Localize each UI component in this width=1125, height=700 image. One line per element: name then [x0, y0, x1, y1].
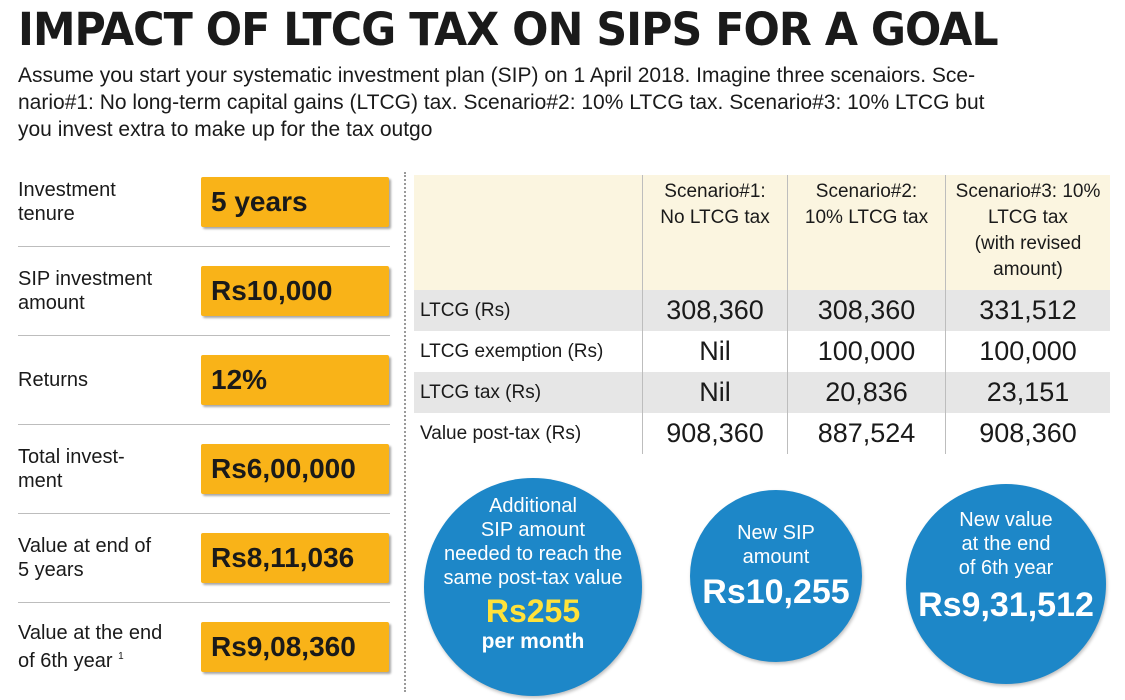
- param-value-box: Rs8,11,036: [201, 532, 389, 583]
- param-label: Returns: [18, 368, 183, 392]
- param-label-line: of 6th year: [18, 649, 113, 672]
- row-label: LTCG (Rs): [420, 300, 511, 321]
- subtitle-line: Assume you start your systematic investm…: [18, 64, 976, 87]
- circle-caption-line: New value: [959, 509, 1053, 531]
- header-scenario-3: Scenario#3: 10% LTCG tax (with revised a…: [946, 179, 1110, 283]
- row-label: LTCG exemption (Rs): [420, 341, 604, 362]
- subtitle-line: you invest extra to make up for the tax …: [18, 118, 433, 141]
- param-label-line: Value at the end: [18, 621, 163, 644]
- table-row: LTCG tax (Rs) Nil 20,836 23,151: [414, 372, 1110, 413]
- param-label-line: Investment: [18, 178, 116, 201]
- new-sip-circle: New SIP amount Rs10,255: [690, 490, 862, 662]
- circle-caption-line: Additional: [489, 495, 577, 517]
- table-cell: 331,512: [979, 295, 1077, 325]
- circle-caption-line: amount: [742, 546, 810, 568]
- footnote-marker: 1: [118, 650, 124, 662]
- param-label-line: SIP investment: [18, 267, 153, 290]
- circle-caption: New value at the end of 6th year: [906, 508, 1106, 580]
- param-label-line: Value at end of: [18, 534, 152, 557]
- circle-caption-line: New SIP: [737, 522, 815, 544]
- header-line: Scenario#1:: [664, 181, 766, 202]
- circle-caption-line: same post-tax value: [443, 567, 623, 589]
- circle-caption: Additional SIP amount needed to reach th…: [424, 494, 642, 590]
- circle-caption-line: needed to reach the: [444, 543, 622, 565]
- header-line: Scenario#3: 10%: [955, 181, 1101, 202]
- page-title: IMPACT OF LTCG TAX ON SIPS FOR A GOAL: [18, 3, 999, 56]
- param-value-6th-year: Value at the end of 6th year 1 Rs9,08,36…: [18, 602, 390, 691]
- scenario-table: Scenario#1: No LTCG tax Scenario#2: 10% …: [414, 175, 1110, 454]
- param-total-investment: Total invest- ment Rs6,00,000: [18, 424, 390, 514]
- circle-caption: New SIP amount: [690, 521, 862, 569]
- param-investment-tenure: Investment tenure 5 years: [18, 157, 390, 247]
- header-line: LTCG tax: [988, 207, 1068, 228]
- column-divider: [787, 175, 788, 454]
- param-label: Total invest- ment: [18, 445, 183, 493]
- table-row: LTCG exemption (Rs) Nil 100,000 100,000: [414, 331, 1110, 372]
- circle-caption-line: SIP amount: [480, 519, 586, 541]
- circle-unit: per month: [481, 630, 585, 653]
- table-cell: 100,000: [979, 336, 1077, 366]
- param-label-line: Total invest-: [18, 445, 125, 468]
- subtitle-line: nario#1: No long-term capital gains (LTC…: [18, 91, 985, 114]
- new-value-circle: New value at the end of 6th year Rs9,31,…: [906, 484, 1106, 684]
- table-cell: 308,360: [666, 295, 764, 325]
- table-row: Value post-tax (Rs) 908,360 887,524 908,…: [414, 413, 1110, 454]
- param-value-box: Rs9,08,360: [201, 621, 389, 672]
- param-label: SIP investment amount: [18, 267, 183, 315]
- table-cell: 908,360: [979, 418, 1077, 448]
- additional-sip-circle: Additional SIP amount needed to reach th…: [424, 478, 642, 696]
- param-value-box: 5 years: [201, 176, 389, 227]
- table-cell: 23,151: [986, 377, 1070, 407]
- subtitle: Assume you start your systematic investm…: [18, 62, 1098, 143]
- circle-amount: Rs10,255: [702, 573, 850, 611]
- param-value-box: 12%: [201, 354, 389, 405]
- header-line: No LTCG tax: [660, 207, 770, 228]
- row-label: Value post-tax (Rs): [420, 423, 582, 444]
- param-label-line: ment: [18, 469, 63, 492]
- row-label: LTCG tax (Rs): [420, 382, 542, 403]
- circle-caption-line: of 6th year: [958, 557, 1054, 579]
- param-returns: Returns 12%: [18, 335, 390, 425]
- param-sip-amount: SIP investment amount Rs10,000: [18, 246, 390, 336]
- header-scenario-1: Scenario#1: No LTCG tax: [643, 179, 787, 231]
- circle-amount: Rs9,31,512: [918, 586, 1094, 624]
- table-cell: 908,360: [666, 418, 764, 448]
- param-label: Value at end of 5 years: [18, 534, 183, 582]
- header-line: Scenario#2:: [815, 181, 918, 202]
- param-label-line: Returns: [18, 368, 89, 391]
- table-row: LTCG (Rs) 308,360 308,360 331,512: [414, 290, 1110, 331]
- param-label-line: tenure: [18, 202, 75, 225]
- param-value-box: Rs10,000: [201, 265, 389, 316]
- table-cell: 887,524: [817, 418, 916, 448]
- header-scenario-2: Scenario#2: 10% LTCG tax: [788, 179, 945, 231]
- table-header: Scenario#1: No LTCG tax Scenario#2: 10% …: [414, 175, 1110, 290]
- table-cell: 20,836: [825, 377, 908, 407]
- header-line: amount): [993, 259, 1063, 280]
- column-divider: [945, 175, 946, 454]
- header-line: 10% LTCG tax: [804, 207, 929, 228]
- param-label: Investment tenure: [18, 178, 183, 226]
- param-label: Value at the end of 6th year 1: [18, 621, 183, 673]
- param-value-box: Rs6,00,000: [201, 443, 389, 494]
- table-cell: 308,360: [817, 295, 916, 325]
- section-divider: [404, 172, 406, 692]
- column-divider: [642, 175, 643, 454]
- table-cell: Nil: [699, 336, 731, 366]
- circle-amount: Rs255: [485, 593, 581, 629]
- header-line: (with revised: [974, 233, 1082, 254]
- param-label-line: amount: [18, 291, 85, 314]
- table-cell: 100,000: [817, 336, 916, 366]
- param-label-line: 5 years: [18, 558, 84, 581]
- param-value-5-years: Value at end of 5 years Rs8,11,036: [18, 513, 390, 603]
- circle-caption-line: at the end: [961, 533, 1051, 555]
- table-cell: Nil: [699, 377, 731, 407]
